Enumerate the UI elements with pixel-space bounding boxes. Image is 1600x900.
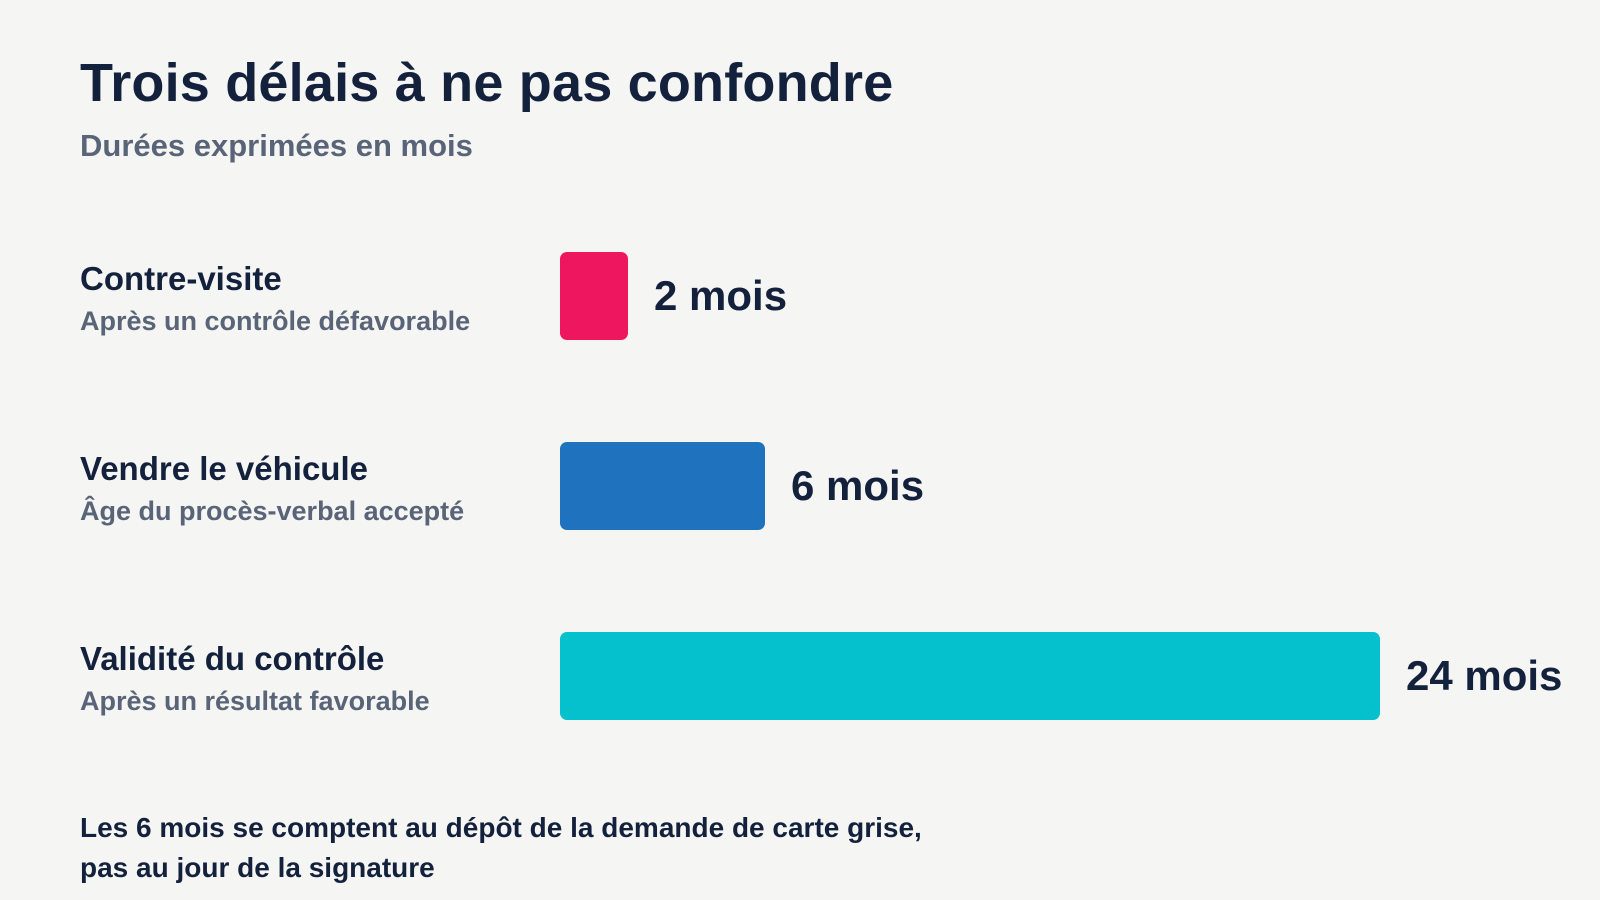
value-label: 2 mois: [654, 272, 788, 319]
bar-validite-du-controle: [560, 632, 1380, 720]
category-label: Validité du contrôle: [80, 640, 385, 677]
category-label: Vendre le véhicule: [80, 450, 368, 487]
category-note: Après un résultat favorable: [80, 686, 430, 716]
category-label: Contre-visite: [80, 260, 282, 297]
category-note: Âge du procès-verbal accepté: [80, 496, 465, 526]
bar-row-contre-visite: Contre-visite Après un contrôle défavora…: [0, 252, 1600, 340]
chart-title: Trois délais à ne pas confondre: [80, 53, 894, 113]
footnote: Les 6 mois se comptent au dépôt de la de…: [80, 808, 922, 888]
value-label: 6 mois: [791, 462, 925, 509]
bar-contre-visite: [560, 252, 628, 340]
chart-subtitle: Durées exprimées en mois: [80, 128, 473, 163]
bar-vendre-le-vehicule: [560, 442, 765, 530]
value-label: 24 mois: [1406, 652, 1563, 699]
footnote-line-1: Les 6 mois se comptent au dépôt de la de…: [80, 812, 922, 843]
category-note: Après un contrôle défavorable: [80, 306, 471, 336]
bar-row-vendre-le-vehicule: Vendre le véhicule Âge du procès-verbal …: [0, 442, 1600, 530]
footnote-line-2: pas au jour de la signature: [80, 852, 435, 883]
bar-row-validite-du-controle: Validité du contrôle Après un résultat f…: [0, 632, 1600, 720]
